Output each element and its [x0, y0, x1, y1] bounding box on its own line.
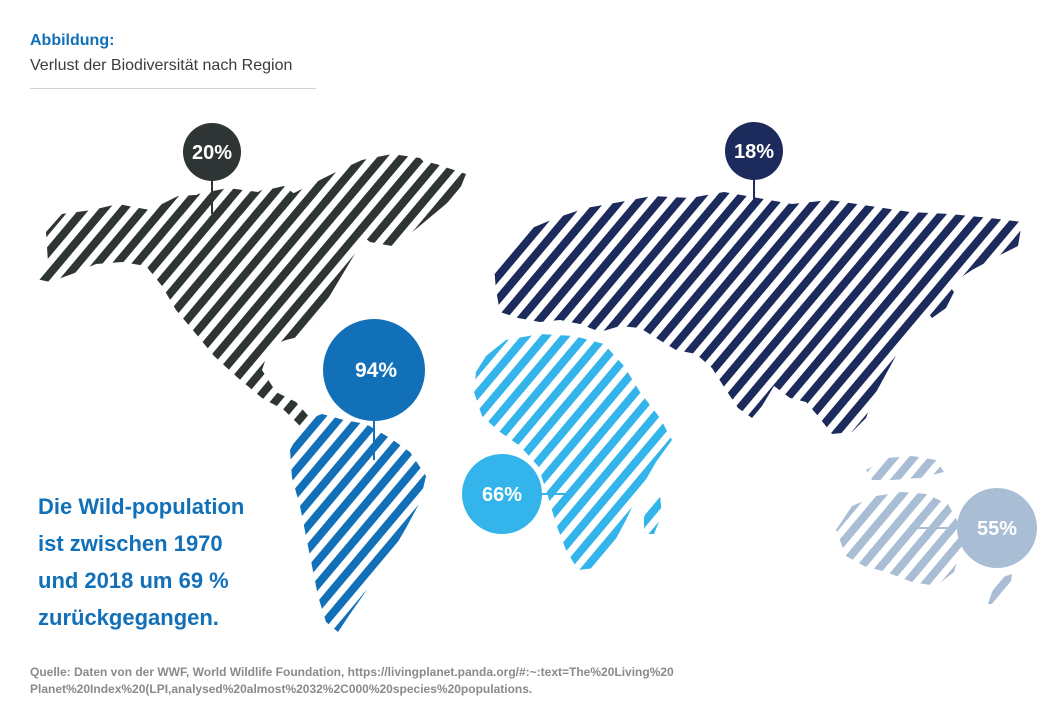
value-europe-central-asia: 18% [734, 141, 774, 163]
value-north-america: 20% [192, 142, 232, 164]
region-asia-pacific [836, 456, 1012, 604]
headline: Die Wild-population ist zwischen 1970 un… [38, 488, 338, 636]
badge-europe-central-asia [725, 122, 783, 180]
headline-line-3: und 2018 um 69 % [38, 568, 229, 593]
value-latin-america: 94% [355, 359, 397, 382]
headline-line-1: Die Wild-population [38, 494, 245, 519]
badge-asia-pacific [957, 488, 1037, 568]
value-asia-pacific: 55% [977, 518, 1017, 540]
badge-latin-america [323, 319, 425, 421]
headline-line-4: zurückgegangen. [38, 605, 219, 630]
source-line-2: Planet%20Index%20(LPI,analysed%20almost%… [30, 682, 533, 696]
source-note: Quelle: Daten von der WWF, World Wildlif… [30, 664, 830, 698]
value-africa: 66% [482, 484, 522, 506]
landmass-new-zealand [988, 574, 1012, 604]
landmass-japan [926, 282, 954, 318]
landmass-eurasia [494, 192, 1022, 434]
figure-title: Verlust der Biodiversität nach Region [30, 57, 293, 74]
landmass-australia [836, 492, 962, 586]
header-divider [30, 88, 316, 89]
region-north-america [32, 154, 466, 426]
landmass-arctic-islands [178, 186, 300, 222]
region-latin-america [290, 414, 426, 632]
badge-africa [462, 454, 542, 534]
headline-line-2: ist zwischen 1970 [38, 531, 223, 556]
region-europe-central-asia [494, 192, 1022, 434]
source-line-1: Quelle: Daten von der WWF, World Wildlif… [30, 665, 674, 679]
landmass-indonesia [866, 456, 944, 480]
region-africa [474, 334, 672, 570]
landmass-africa [474, 334, 672, 570]
landmass-greenland [318, 156, 466, 246]
landmass-north-america [32, 154, 438, 426]
landmass-madagascar [644, 496, 662, 534]
landmass-latin-america [290, 414, 426, 632]
figure-header: Abbildung: Verlust der Biodiversität nac… [30, 30, 316, 89]
figure-label: Abbildung: [30, 32, 115, 49]
badge-north-america [183, 123, 241, 181]
